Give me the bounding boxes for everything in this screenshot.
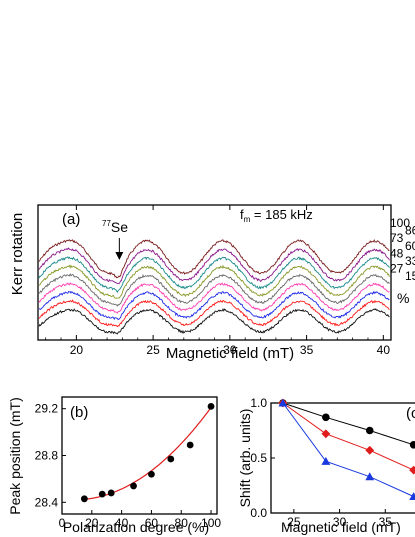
data-point: [98, 490, 106, 498]
legend-33: 33: [405, 254, 415, 268]
marker-48: [321, 456, 331, 465]
legend-60: 60: [405, 239, 415, 253]
series-line-100: [282, 402, 414, 446]
panel-c-y-label: Shift (arb. units): [237, 409, 253, 508]
y-tick-label-28.8: 28.8: [35, 449, 59, 463]
isotope-annotation: 77Se: [102, 219, 128, 260]
freq-subscript: m: [244, 215, 251, 224]
panel-a-legend: 10086736048332715%: [390, 216, 415, 306]
panel-c-series: 1007348: [278, 398, 415, 501]
panel-b-y-ticks: 28.4 28.8 29.2: [35, 402, 66, 509]
panel-c-y-ticks: 0.0 0.5 1.0: [250, 396, 275, 520]
y-tick-label-1: 1.0: [250, 396, 267, 410]
data-point: [167, 455, 175, 463]
panel-b-label: (b): [70, 404, 88, 421]
marker-48: [409, 492, 415, 501]
panel-b-x-ticks: 0 20 40 60 80 100: [59, 510, 221, 530]
panel-b: 0 20 40 60 80 100 28.4 28.8 29.2 (b) Peak posit…: [7, 396, 221, 535]
panel-a-frequency-annotation: fm = 185 kHz: [240, 207, 313, 224]
panel-a-y-label: Kerr rotation: [9, 213, 26, 296]
marker-48: [365, 472, 375, 481]
y-tick-label-0: 0.0: [250, 506, 267, 520]
marker-73: [321, 429, 331, 439]
x-tick-label-25: 25: [287, 515, 301, 529]
panel-c-frame: [270, 402, 415, 514]
data-point: [148, 470, 155, 478]
panel-c-x-label: Magnetic field (mT): [281, 519, 401, 535]
panel-a-x-label: Magnetic field (mT): [166, 345, 294, 362]
x-tick-label-60: 60: [145, 516, 159, 530]
x-tick-label-35: 35: [300, 343, 314, 357]
isotope-mass-number: 77: [102, 219, 111, 228]
data-point: [186, 441, 194, 449]
x-tick-label-25: 25: [146, 343, 160, 357]
y-tick-label-29.2: 29.2: [35, 402, 59, 416]
data-point: [80, 495, 88, 503]
marker-100: [409, 441, 415, 449]
isotope-symbol: Se: [111, 219, 128, 235]
y-tick-label-28.4: 28.4: [35, 495, 59, 509]
marker-100: [365, 426, 374, 435]
freq-value: = 185 kHz: [250, 207, 313, 222]
panel-b-x-label: Polarization degree (%): [63, 519, 209, 535]
legend-27: 27: [390, 262, 404, 276]
x-tick-label-20: 20: [70, 343, 84, 357]
data-point: [207, 402, 215, 410]
curve-100: [38, 239, 390, 279]
x-tick-label-30: 30: [333, 515, 347, 529]
curve-15: [38, 299, 390, 328]
panel-a: 20 25 30 35 40 (a) fm = 185 kHz 77Se Kerr ro…: [9, 204, 415, 362]
x-tick-label-0: 0: [59, 516, 66, 530]
panel-a-label: (a): [62, 211, 80, 228]
data-point: [130, 482, 137, 490]
panel-a-x-ticks: 20 25 30 35 40: [45, 205, 391, 357]
panel-c: 1007348 25 30 35 0.0 0.5 1.0 (c) Shift (arb.…: [237, 396, 415, 535]
x-tick-label-100: 100: [201, 516, 221, 530]
legend-15: 15: [405, 269, 415, 283]
panel-b-y-label: Peak position (mT): [7, 397, 23, 514]
panel-b-points: [80, 402, 215, 503]
isotope-label: 77Se: [102, 219, 128, 235]
curve-base: [38, 308, 390, 335]
legend-86: 86: [405, 224, 415, 238]
legend-48: 48: [390, 246, 404, 260]
curve-73: [38, 256, 390, 294]
x-tick-label-40: 40: [377, 343, 391, 357]
legend-100: 100: [390, 216, 410, 230]
series-line-48: [282, 402, 414, 497]
curve-33: [38, 282, 390, 314]
data-point: [107, 489, 115, 497]
freq-symbol: f: [240, 207, 244, 222]
marker-73: [409, 465, 415, 475]
legend-73: 73: [390, 231, 404, 245]
x-tick-label-80: 80: [175, 516, 189, 530]
curve-48: [38, 273, 390, 307]
legend-unit: %: [397, 290, 409, 306]
x-tick-label-35: 35: [379, 515, 393, 529]
marker-48: [278, 398, 288, 407]
marker-73: [365, 445, 375, 455]
x-tick-label-20: 20: [85, 516, 99, 530]
curve-27: [38, 290, 390, 321]
x-tick-label-30: 30: [223, 343, 237, 357]
isotope-arrow-head: [115, 252, 124, 260]
panel-a-curves: [38, 239, 390, 335]
curve-60: [38, 264, 390, 299]
fit-curve: [81, 405, 213, 501]
panel-c-label: (c): [406, 405, 415, 422]
curve-86: [38, 247, 390, 285]
series-line-73: [282, 402, 414, 471]
marker-100: [322, 413, 330, 422]
panel-b-fit: [81, 405, 213, 501]
x-tick-label-40: 40: [115, 516, 129, 530]
panel-c-x-ticks: 25 30 35: [287, 509, 392, 529]
y-tick-label-0.5: 0.5: [250, 451, 267, 465]
